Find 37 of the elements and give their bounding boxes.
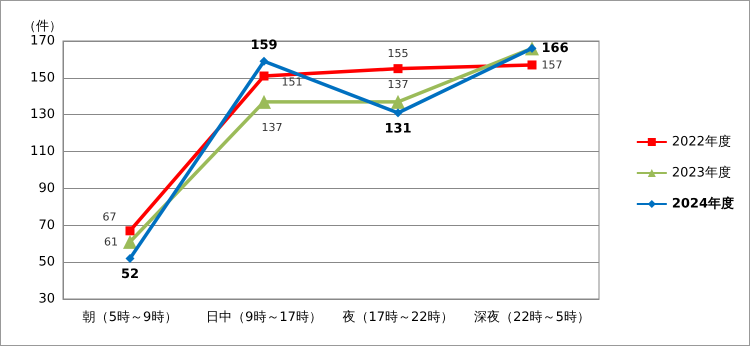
legend-label: 2022年度 (672, 134, 731, 150)
y-tick-label: 170 (30, 34, 55, 48)
y-tick-label: 150 (30, 70, 55, 86)
data-label: 166 (542, 40, 569, 56)
data-label: 137 (388, 78, 408, 91)
x-tick-label: 深夜（22時～5時） (474, 309, 590, 325)
y-tick-label: 30 (38, 292, 55, 306)
y-tick-label: 90 (38, 180, 55, 196)
data-label: 157 (542, 58, 562, 72)
y-axis-title: （件） (23, 19, 62, 34)
point (257, 94, 271, 109)
x-tick-label: 日中（9時～17時） (206, 310, 322, 325)
data-label: 151 (282, 76, 302, 89)
point (528, 60, 536, 70)
y-tick-label: 50 (38, 254, 55, 270)
point (126, 226, 134, 236)
point (394, 64, 402, 74)
point (394, 108, 402, 118)
point (123, 234, 137, 249)
x-tick-label: 朝（5時～9時） (82, 310, 178, 325)
data-label: 131 (384, 121, 412, 136)
point (126, 254, 134, 263)
y-tick-label: 110 (30, 144, 55, 160)
point (260, 72, 268, 81)
point (260, 56, 268, 66)
legend-label: 2024年度 (672, 196, 734, 212)
point (391, 94, 405, 109)
data-label: 52 (120, 266, 140, 282)
legend-label: 2023年度 (672, 164, 731, 180)
y-tick-label: 130 (30, 107, 55, 122)
y-tick-label: 70 (38, 218, 55, 233)
data-label: 137 (262, 120, 282, 134)
data-label: 61 (104, 235, 118, 248)
data-label: 67 (102, 210, 116, 224)
data-label: 155 (388, 47, 408, 60)
data-label: 159 (250, 38, 278, 53)
x-tick-label: 夜（17時～22時） (342, 309, 454, 325)
